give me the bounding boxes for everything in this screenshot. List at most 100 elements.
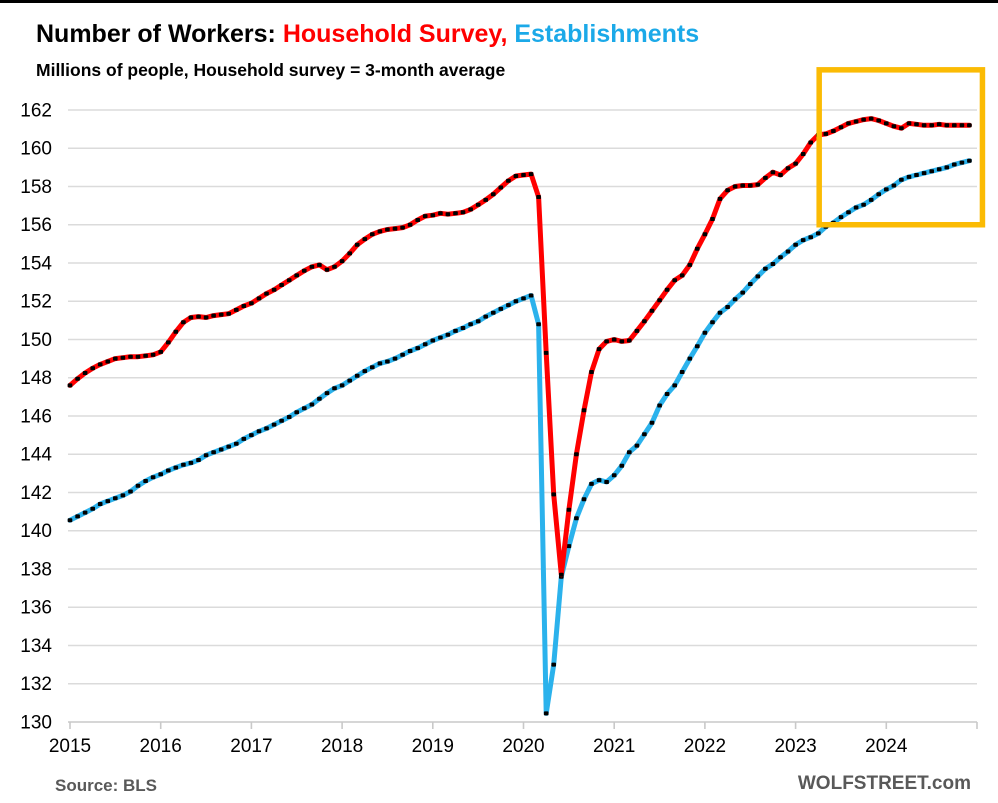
data-point-marker-household — [778, 173, 783, 177]
data-point-marker-household — [150, 352, 156, 357]
data-point-marker-household — [468, 207, 473, 212]
data-point-marker-household — [347, 251, 352, 256]
data-point-marker-household — [695, 246, 700, 251]
data-point-marker-establishments — [778, 255, 783, 260]
data-point-marker-establishments — [453, 328, 458, 333]
data-point-marker-household — [339, 259, 345, 264]
data-point-marker-household — [710, 217, 715, 221]
data-point-marker-establishments — [241, 436, 247, 441]
data-point-marker-establishments — [528, 293, 534, 298]
data-point-marker-household — [203, 315, 209, 320]
data-point-marker-household — [808, 140, 813, 145]
data-point-marker-establishments — [339, 383, 345, 388]
data-point-marker-household — [748, 183, 753, 188]
x-axis-tick-label: 2018 — [321, 736, 363, 757]
data-point-marker-establishments — [430, 338, 436, 343]
data-point-marker-establishments — [438, 335, 443, 340]
data-point-marker-establishments — [143, 479, 148, 483]
x-axis-tick-label: 2021 — [593, 736, 635, 757]
data-point-marker-household — [732, 184, 738, 189]
y-axis-tick-label: 150 — [20, 330, 52, 351]
data-point-marker-establishments — [211, 450, 216, 455]
data-point-marker-establishments — [672, 383, 677, 388]
data-point-marker-household — [256, 296, 262, 301]
data-point-marker-establishments — [105, 499, 111, 504]
data-point-marker-household — [574, 452, 579, 457]
y-axis-tick-label: 148 — [20, 368, 52, 389]
data-point-marker-establishments — [67, 518, 73, 523]
data-point-marker-household — [967, 123, 972, 128]
data-point-marker-establishments — [868, 197, 874, 202]
data-point-marker-establishments — [506, 303, 511, 308]
data-point-marker-household — [158, 349, 163, 354]
data-point-marker-establishments — [800, 238, 806, 243]
data-point-marker-household — [75, 376, 80, 381]
data-point-marker-establishments — [158, 472, 163, 477]
data-point-marker-establishments — [899, 177, 904, 182]
data-point-marker-household — [392, 226, 398, 231]
data-point-marker-establishments — [536, 322, 541, 327]
data-point-marker-household — [218, 312, 224, 317]
data-point-marker-establishments — [475, 319, 481, 324]
data-point-marker-establishments — [483, 314, 488, 319]
data-point-marker-household — [914, 122, 919, 127]
data-point-marker-establishments — [347, 378, 352, 383]
data-point-marker-household — [377, 229, 383, 234]
data-point-marker-household — [128, 354, 133, 359]
data-point-marker-establishments — [173, 465, 179, 470]
data-point-marker-household — [226, 311, 231, 316]
data-point-marker-establishments — [128, 489, 133, 494]
data-point-marker-household — [740, 183, 745, 188]
data-point-marker-establishments — [906, 174, 912, 179]
data-point-marker-household — [679, 273, 685, 278]
source-label: Source: BLS — [55, 776, 158, 795]
x-axis-tick-label: 2023 — [774, 736, 816, 757]
data-point-marker-household — [407, 222, 413, 227]
data-point-marker-establishments — [596, 478, 602, 483]
title-part-establishments: Establishments — [507, 20, 700, 48]
data-point-marker-household — [687, 262, 693, 267]
data-point-marker-household — [241, 304, 247, 308]
data-point-marker-household — [657, 298, 662, 303]
data-point-marker-establishments — [717, 310, 723, 315]
data-point-marker-establishments — [113, 496, 118, 501]
data-point-marker-establishments — [634, 443, 640, 448]
data-point-marker-establishments — [543, 711, 549, 716]
data-point-marker-establishments — [498, 306, 504, 311]
data-point-marker-household — [861, 117, 866, 122]
data-point-marker-establishments — [385, 359, 390, 364]
data-point-marker-household — [785, 166, 791, 171]
data-point-marker-establishments — [770, 262, 776, 266]
data-point-marker-establishments — [166, 468, 171, 473]
data-point-marker-household — [264, 291, 269, 296]
x-axis-tick-label: 2017 — [230, 736, 272, 757]
data-point-marker-establishments — [581, 497, 587, 502]
y-axis-tick-label: 142 — [20, 483, 52, 504]
data-point-marker-household — [755, 182, 761, 187]
data-point-marker-establishments — [196, 458, 201, 462]
data-point-marker-establishments — [120, 493, 126, 498]
data-point-marker-establishments — [604, 480, 609, 484]
data-point-marker-household — [528, 172, 534, 177]
data-point-marker-household — [664, 287, 670, 292]
data-point-marker-establishments — [90, 506, 95, 511]
chart-title: Number of Workers: Household Survey, Est… — [36, 20, 699, 49]
data-point-marker-establishments — [679, 370, 685, 374]
data-point-marker-establishments — [936, 167, 942, 172]
data-point-marker-establishments — [279, 418, 284, 423]
data-point-marker-household — [445, 212, 451, 217]
data-point-marker-establishments — [188, 460, 194, 465]
data-point-marker-establishments — [370, 365, 375, 370]
x-axis-tick-label: 2015 — [49, 736, 91, 757]
data-point-marker-establishments — [967, 158, 972, 163]
y-axis-tick-label: 160 — [20, 139, 52, 160]
data-point-marker-household — [324, 267, 330, 272]
data-point-marker-household — [286, 278, 292, 283]
data-point-marker-establishments — [249, 433, 254, 438]
data-point-marker-household — [143, 353, 148, 358]
data-point-marker-household — [959, 123, 965, 128]
data-point-marker-household — [936, 122, 942, 127]
y-axis-tick-label: 136 — [20, 598, 52, 619]
